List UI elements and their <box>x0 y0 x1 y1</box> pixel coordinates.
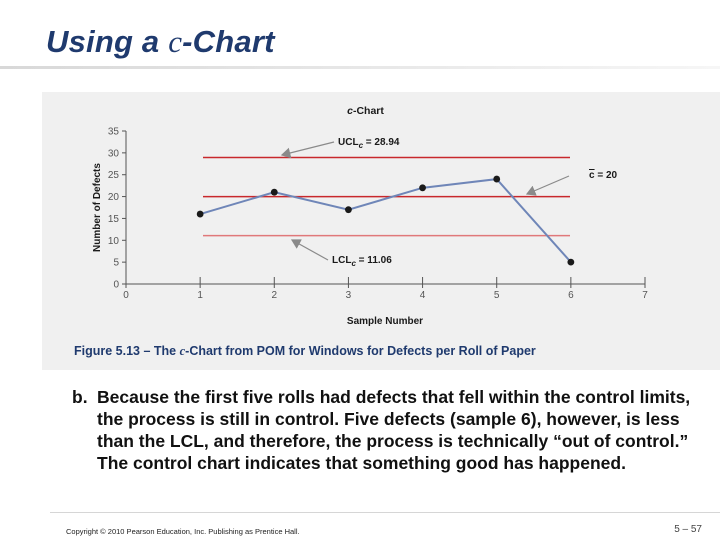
data-point-sample-2 <box>270 188 278 196</box>
explanation-paragraph: Because the first five rolls had defects… <box>97 387 691 473</box>
data-point-sample-4 <box>419 184 426 192</box>
x-tick-label: 7 <box>642 290 648 301</box>
title-prefix: Using a <box>46 24 169 59</box>
data-point-sample-5 <box>493 175 501 183</box>
center-arrow <box>525 175 570 196</box>
x-tick-label: 6 <box>568 290 574 301</box>
copyright-notice: Copyright © 2010 Pearson Education, Inc.… <box>66 527 300 536</box>
y-tick-label: 25 <box>108 170 120 181</box>
title-suffix: -Chart <box>182 24 275 59</box>
x-axis-title: Sample Number <box>347 316 423 327</box>
defects-series-line <box>199 178 572 263</box>
figure-caption: Figure 5.13 – The c-Chart from POM for W… <box>74 344 536 359</box>
lcl-arrow <box>290 239 329 261</box>
center-label: c = 20 <box>589 170 618 181</box>
page-number: 5 – 57 <box>674 524 702 535</box>
y-tick-label: 10 <box>108 236 120 247</box>
y-tick-label: 20 <box>108 192 120 203</box>
x-tick-label: 1 <box>197 290 203 301</box>
data-point-sample-6 <box>567 258 575 266</box>
caption-italic-c: c <box>179 344 186 358</box>
data-point-sample-3 <box>345 206 352 214</box>
chart-panel: c-Chart 0 5 10 15 20 25 30 35 0 1 2 3 4 5 6 7 Number of D… <box>42 92 720 370</box>
c-chart: c-Chart 0 5 10 15 20 25 30 35 0 1 2 3 4 5 6 7 Number of D… <box>92 105 648 327</box>
title-italic-c: c <box>168 24 183 59</box>
y-tick-label: 35 <box>108 127 120 138</box>
chart-title: c-Chart <box>347 105 384 117</box>
footer-rule <box>50 512 720 513</box>
y-tick-label: 15 <box>108 214 120 225</box>
x-tick-label: 3 <box>346 290 352 301</box>
lcl-label: LCLc = 11.06 <box>332 255 392 268</box>
slide-title: Using a c-Chart <box>46 24 275 60</box>
title-rule <box>0 66 720 69</box>
ucl-label: UCLc = 28.94 <box>338 137 400 150</box>
list-marker: b. <box>72 387 88 407</box>
caption-suffix: -Chart from POM for Windows for Defects … <box>185 344 536 358</box>
x-tick-label: 2 <box>272 290 278 301</box>
y-tick-label: 0 <box>113 280 119 291</box>
x-tick-label: 0 <box>123 290 129 301</box>
data-point-sample-1 <box>196 210 204 218</box>
y-tick-label: 30 <box>108 148 120 159</box>
y-axis-title: Number of Defects <box>92 163 103 252</box>
y-tick-label: 5 <box>113 258 119 269</box>
caption-prefix: Figure 5.13 – The <box>74 344 180 358</box>
x-tick-label: 5 <box>494 290 500 301</box>
x-tick-label: 4 <box>420 290 426 301</box>
explanation-text: b. Because the first five rolls had defe… <box>72 386 692 474</box>
ucl-arrow <box>280 141 335 159</box>
